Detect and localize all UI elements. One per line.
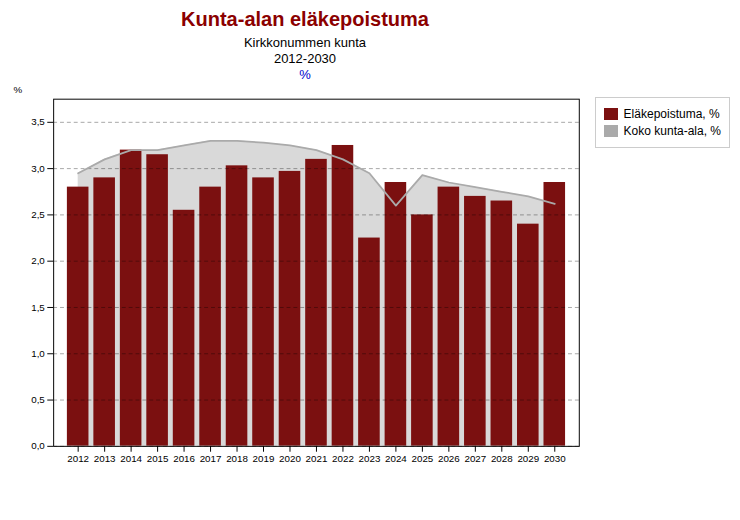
- svg-text:2022: 2022: [332, 453, 354, 464]
- svg-text:2,5: 2,5: [31, 209, 45, 220]
- svg-text:2014: 2014: [120, 453, 142, 464]
- svg-text:2016: 2016: [173, 453, 195, 464]
- svg-text:2021: 2021: [306, 453, 328, 464]
- svg-text:2026: 2026: [438, 453, 460, 464]
- html-text:Eläkepoistuma, %: Eläkepoistuma, %: [623, 107, 720, 121]
- svg-text:2012: 2012: [67, 453, 89, 464]
- svg-text:%: %: [13, 84, 22, 95]
- svg-text:0,5: 0,5: [31, 394, 45, 405]
- svg-text:2023: 2023: [359, 453, 381, 464]
- svg-text:2027: 2027: [464, 453, 486, 464]
- svg-text:2020: 2020: [279, 453, 301, 464]
- svg-text:2029: 2029: [517, 453, 539, 464]
- svg-text:2013: 2013: [94, 453, 116, 464]
- svg-text:2025: 2025: [411, 453, 433, 464]
- html-text:Kirkkonummen kunta: Kirkkonummen kunta: [243, 35, 367, 50]
- html-text:2012-2030: 2012-2030: [273, 51, 337, 66]
- svg-text:2017: 2017: [200, 453, 222, 464]
- svg-text:0,0: 0,0: [31, 440, 45, 451]
- svg-text:2,0: 2,0: [31, 255, 45, 266]
- svg-text:2019: 2019: [253, 453, 275, 464]
- html-text:Kunta-alan eläkepoistuma: Kunta-alan eläkepoistuma: [181, 8, 429, 30]
- svg-text:2028: 2028: [491, 453, 513, 464]
- html-text:Koko kunta-ala, %: Koko kunta-ala, %: [623, 124, 721, 138]
- svg-text:2018: 2018: [226, 453, 248, 464]
- svg-text:2015: 2015: [147, 453, 169, 464]
- svg-text:2030: 2030: [544, 453, 566, 464]
- svg-text:1,0: 1,0: [31, 348, 45, 359]
- svg-text:2024: 2024: [385, 453, 407, 464]
- svg-text:3,0: 3,0: [31, 163, 45, 174]
- svg-text:3,5: 3,5: [31, 116, 45, 127]
- svg-text:1,5: 1,5: [31, 302, 45, 313]
